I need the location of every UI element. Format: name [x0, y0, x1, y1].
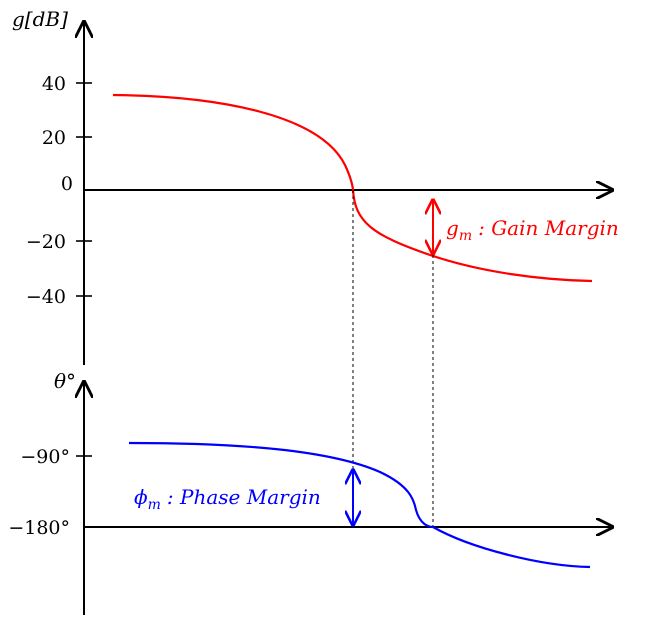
gain-tick-label-40: 40	[42, 73, 66, 95]
gain-plot: g[dB] 40 20 0 −20 −40 gm : Gain Margin	[12, 7, 619, 365]
gain-margin-symbol: g	[446, 216, 459, 240]
gain-tick-label-0: 0	[61, 173, 73, 195]
gain-y-label: g[dB]	[12, 7, 68, 31]
phase-margin-symbol: ϕ	[134, 485, 148, 509]
phase-tick-label-neg90: −90°	[20, 446, 70, 468]
phase-margin-subscript: m	[148, 497, 161, 513]
gain-tick-label-20: 20	[42, 127, 66, 149]
gain-tick-label-neg20: −20	[26, 231, 66, 253]
gain-margin-subscript: m	[459, 228, 472, 244]
phase-plot: θ° −90° −180° ϕm : Phase Margin	[8, 369, 612, 615]
gain-margin-label: gm : Gain Margin	[446, 216, 619, 244]
gain-tick-label-neg40: −40	[26, 286, 66, 308]
gain-curve	[112, 93, 593, 283]
phase-y-label: θ°	[54, 369, 76, 393]
phase-margin-text: : Phase Margin	[167, 485, 321, 509]
phase-margin-label: ϕm : Phase Margin	[134, 485, 321, 513]
phase-tick-label-neg180: −180°	[8, 517, 70, 539]
phase-curve	[128, 441, 591, 569]
gain-margin-text: : Gain Margin	[478, 216, 619, 240]
